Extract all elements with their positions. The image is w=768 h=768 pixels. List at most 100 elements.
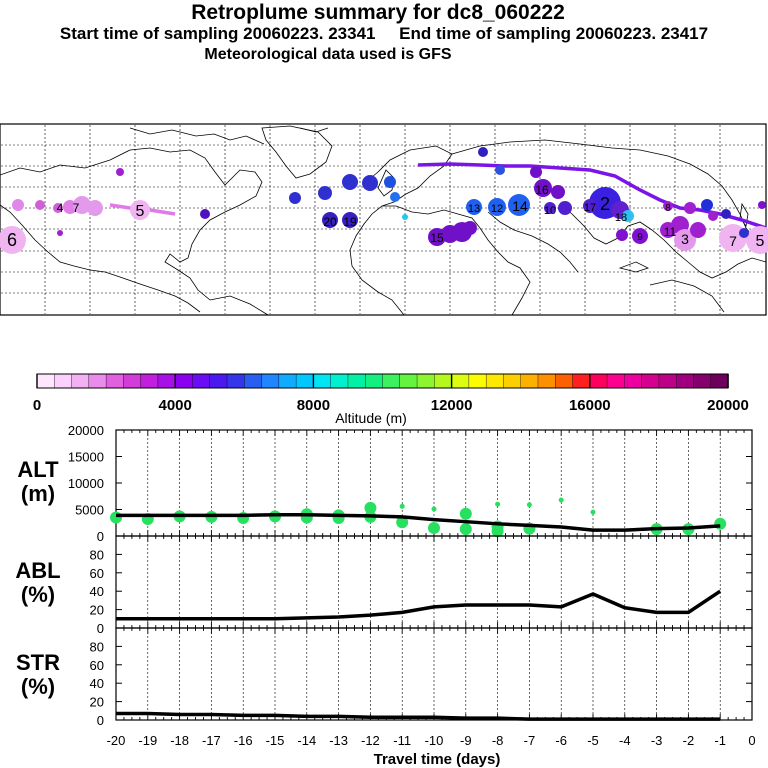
trajectory-dot bbox=[53, 203, 63, 213]
alt-scatter-point bbox=[558, 497, 564, 503]
x-axis-label: Travel time (days) bbox=[374, 751, 501, 768]
colorbar-cell bbox=[88, 373, 107, 389]
time-series-panels: 05000100001500020000ALT(m)020406080ABL(%… bbox=[15, 423, 755, 748]
x-tick-label: -17 bbox=[202, 733, 221, 748]
trajectory-dot bbox=[466, 199, 482, 215]
trajectory-dot bbox=[342, 212, 358, 228]
colorbar-cell bbox=[399, 373, 418, 389]
colorbar-tick-label: 20000 bbox=[707, 397, 749, 414]
colorbar-cell bbox=[710, 373, 729, 389]
colorbar-cell bbox=[555, 373, 574, 389]
day-label: 5 bbox=[136, 203, 145, 220]
x-tick-label: -12 bbox=[361, 733, 380, 748]
day-label: 14 bbox=[512, 198, 528, 214]
alt-scatter-point bbox=[526, 502, 532, 508]
colorbar-cell bbox=[244, 373, 263, 389]
trajectory-dot bbox=[12, 199, 24, 211]
day-label: 7 bbox=[73, 201, 80, 215]
trajectory-dot bbox=[0, 226, 26, 254]
trajectory-dot bbox=[342, 174, 358, 190]
alt-scatter-point bbox=[590, 509, 596, 515]
day-label: 4 bbox=[57, 201, 64, 215]
alt-scatter-point bbox=[110, 511, 122, 524]
x-tick-label: -11 bbox=[393, 733, 411, 748]
day-label: 10 bbox=[544, 205, 556, 217]
trajectory-dot bbox=[632, 228, 648, 244]
day-label: 12 bbox=[491, 203, 503, 215]
trajectory-dot bbox=[463, 221, 477, 235]
trajectory-dot bbox=[57, 230, 63, 236]
series-line-abl bbox=[116, 589, 722, 621]
colorbar-cell bbox=[658, 373, 677, 389]
map-graticule bbox=[1, 125, 765, 314]
colorbar-cell bbox=[123, 373, 142, 389]
panel-y-tick-label: 60 bbox=[90, 658, 104, 673]
colorbar-cell bbox=[675, 373, 695, 389]
colorbar-cell bbox=[330, 373, 349, 389]
colorbar-tick-label: 8000 bbox=[297, 397, 330, 414]
trajectory-dot bbox=[322, 212, 338, 228]
day-label: 8 bbox=[665, 203, 671, 214]
colorbar-cell bbox=[347, 373, 366, 389]
panel-y-tick-label: 15000 bbox=[68, 450, 104, 465]
trajectory-dot bbox=[130, 200, 150, 220]
colorbar-cell bbox=[468, 373, 487, 389]
x-tick-label: -1 bbox=[714, 733, 726, 748]
alt-scatter-point bbox=[396, 516, 409, 529]
trajectory-dot bbox=[721, 209, 731, 219]
colorbar-cell bbox=[365, 373, 384, 389]
x-tick-label: -13 bbox=[329, 733, 348, 748]
panel-y-tick-label: 20000 bbox=[68, 423, 104, 438]
colorbar-cell bbox=[140, 373, 159, 389]
x-tick-label: -18 bbox=[170, 733, 189, 748]
panel-y-tick-label: 5000 bbox=[75, 503, 104, 518]
trajectory-dot bbox=[708, 211, 718, 221]
alt-scatter-point bbox=[364, 501, 377, 514]
colorbar-cell bbox=[105, 373, 125, 389]
colorbar-label: Altitude (m) bbox=[335, 410, 407, 426]
trajectory-dot bbox=[746, 226, 768, 254]
colorbar-cell bbox=[606, 373, 626, 389]
alt-scatter-point bbox=[714, 517, 727, 530]
met-data-note: Meteorological data used is GFS bbox=[204, 46, 452, 63]
trajectory-dot bbox=[701, 199, 713, 211]
trajectory-dot bbox=[318, 186, 332, 200]
colorbar-cell bbox=[36, 373, 55, 389]
trajectory-dot bbox=[674, 229, 696, 251]
colorbar-tick-label: 16000 bbox=[569, 397, 611, 414]
colorbar-cell bbox=[295, 373, 315, 389]
trajectory-dot bbox=[663, 201, 673, 211]
x-tick-label: -3 bbox=[651, 733, 663, 748]
colorbar-cell bbox=[589, 373, 608, 389]
x-tick-label: -14 bbox=[297, 733, 316, 748]
panel-y-tick-label: 20 bbox=[90, 603, 104, 618]
colorbar-cell bbox=[54, 373, 73, 389]
day-label: 3 bbox=[681, 231, 689, 247]
colorbar-cell bbox=[416, 373, 436, 389]
map-frame bbox=[0, 123, 767, 316]
alt-scatter-point bbox=[428, 522, 440, 535]
panel-y-tick-label: 80 bbox=[90, 547, 104, 562]
trajectory-dot bbox=[530, 166, 542, 178]
trajectory-dot bbox=[622, 210, 634, 222]
colorbar-cell bbox=[313, 373, 332, 389]
page-title: Retroplume summary for dc8_060222 bbox=[191, 1, 565, 24]
alt-scatter-point bbox=[431, 506, 437, 512]
panel-y-tick-label: 10000 bbox=[68, 476, 104, 491]
trajectory-dot bbox=[690, 222, 706, 238]
colorbar-cell bbox=[278, 373, 297, 389]
x-tick-label: -9 bbox=[460, 733, 472, 748]
panel-y-tick-label: 0 bbox=[97, 529, 104, 544]
trajectory-dot bbox=[558, 201, 572, 215]
day-label: 18 bbox=[615, 212, 627, 224]
panel-y-label: ABL bbox=[15, 558, 60, 583]
colorbar-cell bbox=[157, 373, 176, 389]
panel-y-tick-label: 0 bbox=[97, 621, 104, 636]
colorbar-cells bbox=[36, 373, 729, 389]
sampling-times: Start time of sampling 20060223. 23341 E… bbox=[59, 24, 709, 43]
trajectory-dot bbox=[362, 175, 378, 191]
x-tick-label: -10 bbox=[425, 733, 444, 748]
